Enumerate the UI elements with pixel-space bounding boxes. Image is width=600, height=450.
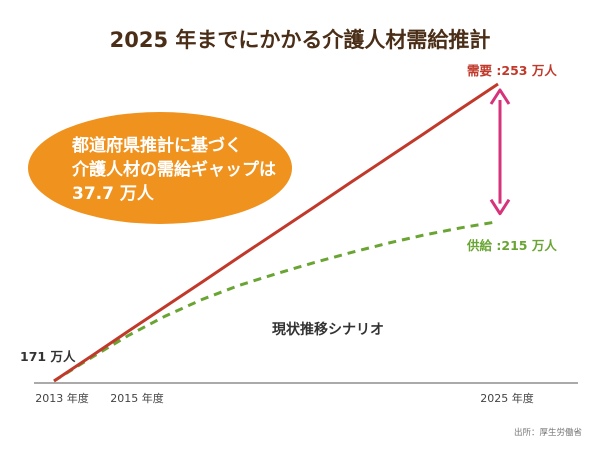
demand-label-value: :253 万人 (496, 63, 557, 78)
gap-bubble (28, 112, 292, 224)
gap-bubble-line-2: 介護人材の需給ギャップは (71, 159, 276, 180)
source-note: 出所：厚生労働省 (514, 427, 583, 438)
supply-label: 供給 :215 万人 (466, 238, 557, 253)
gap-bubble-line-1: 都道府県推計に基づく (71, 135, 242, 156)
start-value-label: 171 万人 (20, 349, 76, 364)
supply-series-line (53, 220, 499, 383)
gap-arrow-head-down (489, 198, 511, 216)
supply-label-value: :215 万人 (496, 238, 557, 253)
x-tick-label-2015: 2015 年度 (110, 391, 164, 405)
gap-bubble-line-3: 37.7 万人 (72, 184, 155, 204)
gap-arrow (489, 88, 511, 216)
x-tick-label-2013: 2013 年度 (35, 391, 89, 405)
demand-label: 需要 :253 万人 (467, 63, 557, 78)
demand-label-name: 需要 (467, 63, 493, 78)
gap-arrow-head-up (489, 88, 511, 105)
demand-series-line (53, 82, 499, 383)
x-tick-labels: 2013 年度 2015 年度 2025 年度 (35, 391, 534, 405)
scenario-label: 現状推移シナリオ (272, 321, 384, 338)
x-tick-label-2025: 2025 年度 (480, 391, 534, 405)
chart-title: 2025 年までにかかる介護人材需給推計 (110, 28, 491, 52)
supply-label-name: 供給 (466, 238, 493, 253)
